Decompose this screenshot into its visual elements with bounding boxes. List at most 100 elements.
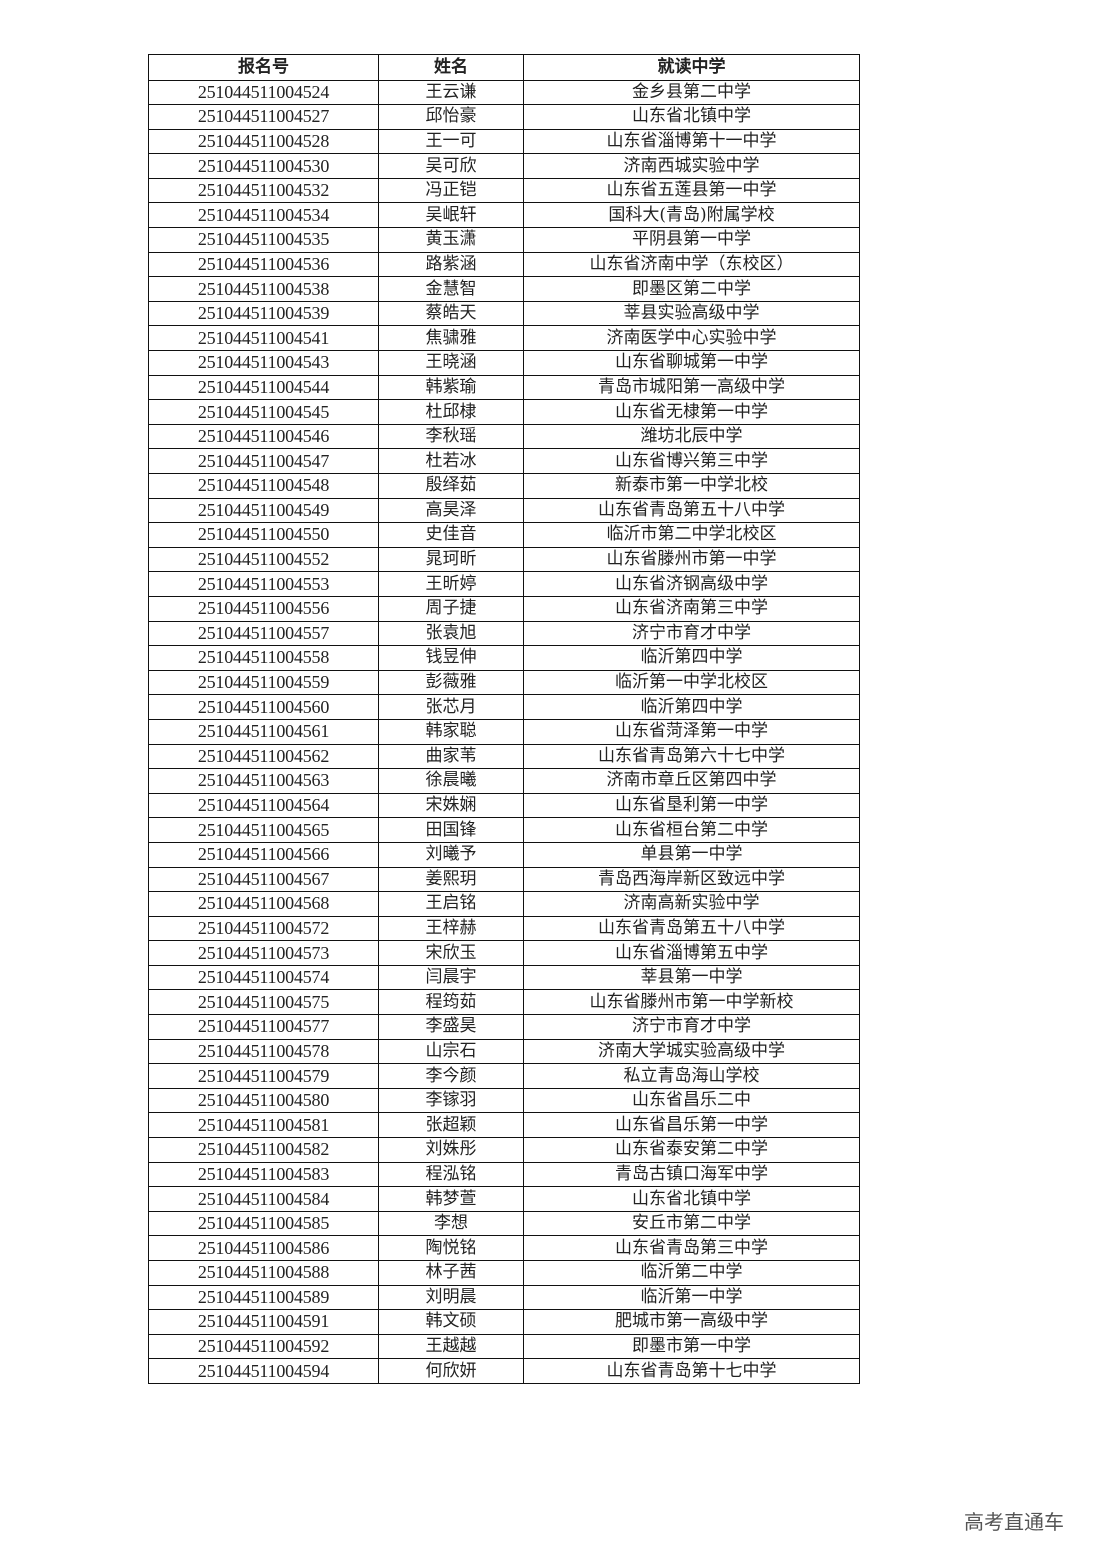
name-cell: 李秋瑶: [378, 423, 524, 450]
table-row: 251044511004588 林子茜 临沂第二中学: [148, 1260, 860, 1286]
registration-number-cell: 251044511004578: [148, 1038, 379, 1065]
name-cell: 杜邱棣: [378, 399, 524, 425]
registration-number-cell: 251044511004560: [148, 694, 379, 720]
registration-number-cell: 251044511004536: [148, 251, 379, 278]
name-cell: 周子捷: [378, 595, 524, 622]
school-cell: 山东省五莲县第一中学: [523, 177, 860, 204]
name-cell: 张芯月: [378, 694, 524, 720]
registration-number-cell: 251044511004544: [148, 374, 379, 401]
name-cell: 田国锋: [378, 817, 524, 843]
table-row: 251044511004558 钱昱伸 临沂第四中学: [148, 645, 860, 671]
table-row: 251044511004564 宋姝娴 山东省垦利第一中学: [148, 792, 860, 819]
school-cell: 即墨区第二中学: [523, 276, 860, 302]
school-cell: 即墨市第一中学: [523, 1333, 860, 1360]
table-row: 251044511004589 刘明晨 临沂第一中学: [148, 1284, 860, 1311]
registration-number-cell: 251044511004552: [148, 546, 379, 573]
table-row: 251044511004581 张超颖 山东省昌乐第一中学: [148, 1112, 860, 1139]
name-cell: 曲家苇: [378, 743, 524, 770]
table-row: 251044511004539 蔡皓天 莘县实验高级中学: [148, 300, 860, 327]
name-cell: 王晓涵: [378, 350, 524, 376]
registration-number-cell: 251044511004532: [148, 177, 379, 204]
registration-number-cell: 251044511004553: [148, 571, 379, 597]
name-cell: 晁珂昕: [378, 546, 524, 573]
registration-number-cell: 251044511004558: [148, 645, 379, 671]
registration-number-cell: 251044511004588: [148, 1260, 379, 1286]
school-cell: 山东省青岛第三中学: [523, 1235, 860, 1261]
school-cell: 山东省聊城第一中学: [523, 350, 860, 376]
school-cell: 济南市章丘区第四中学: [523, 768, 860, 794]
school-cell: 山东省昌乐第一中学: [523, 1112, 860, 1139]
name-cell: 李镓羽: [378, 1087, 524, 1114]
name-cell: 金慧智: [378, 276, 524, 302]
registration-number-cell: 251044511004594: [148, 1358, 379, 1384]
table-row: 251044511004573 宋欣玉 山东省淄博第五中学: [148, 940, 860, 966]
table-row: 251044511004559 彭薇雅 临沂第一中学北校区: [148, 669, 860, 696]
table-row: 251044511004562 曲家苇 山东省青岛第六十七中学: [148, 743, 860, 770]
registration-number-cell: 251044511004591: [148, 1309, 379, 1335]
header-name: 姓名: [378, 54, 524, 81]
name-cell: 钱昱伸: [378, 645, 524, 671]
name-cell: 刘曦予: [378, 841, 524, 868]
name-cell: 徐晨曦: [378, 768, 524, 794]
table-row: 251044511004566 刘曦予 单县第一中学: [148, 841, 860, 868]
table-row: 251044511004585 李想 安丘市第二中学: [148, 1210, 860, 1237]
table-row: 251044511004560 张芯月 临沂第四中学: [148, 694, 860, 720]
table-row: 251044511004548 殷绎茹 新泰市第一中学北校: [148, 473, 860, 499]
school-cell: 临沂市第二中学北校区: [523, 522, 860, 548]
name-cell: 山宗石: [378, 1038, 524, 1065]
registration-number-cell: 251044511004565: [148, 817, 379, 843]
registration-number-cell: 251044511004577: [148, 1014, 379, 1040]
school-cell: 临沂第四中学: [523, 694, 860, 720]
header-school: 就读中学: [523, 54, 860, 81]
school-cell: 莘县第一中学: [523, 964, 860, 991]
name-cell: 韩文硕: [378, 1309, 524, 1335]
school-cell: 临沂第一中学: [523, 1284, 860, 1311]
name-cell: 蔡皓天: [378, 300, 524, 327]
name-cell: 程筠茹: [378, 989, 524, 1016]
registration-number-cell: 251044511004580: [148, 1087, 379, 1114]
table-row: 251044511004583 程泓铭 青岛古镇口海军中学: [148, 1161, 860, 1188]
registration-number-cell: 251044511004564: [148, 792, 379, 819]
name-cell: 闫晨宇: [378, 964, 524, 991]
registration-number-cell: 251044511004574: [148, 964, 379, 991]
registration-number-cell: 251044511004559: [148, 669, 379, 696]
school-cell: 济宁市育才中学: [523, 1014, 860, 1040]
table-row: 251044511004563 徐晨曦 济南市章丘区第四中学: [148, 768, 860, 794]
registration-number-cell: 251044511004581: [148, 1112, 379, 1139]
table-row: 251044511004527 邱怡豪 山东省北镇中学: [148, 104, 860, 130]
school-cell: 私立青岛海山学校: [523, 1063, 860, 1089]
registration-number-cell: 251044511004575: [148, 989, 379, 1016]
school-cell: 新泰市第一中学北校: [523, 473, 860, 499]
school-cell: 潍坊北辰中学: [523, 423, 860, 450]
table-row: 251044511004532 冯正铠 山东省五莲县第一中学: [148, 177, 860, 204]
table-row: 251044511004561 韩家聪 山东省菏泽第一中学: [148, 718, 860, 745]
registration-number-cell: 251044511004586: [148, 1235, 379, 1261]
name-cell: 李盛昊: [378, 1014, 524, 1040]
school-cell: 临沂第二中学: [523, 1260, 860, 1286]
registration-table: 报名号 姓名 就读中学 251044511004524 王云谦 金乡县第二中学 251…: [148, 54, 860, 1384]
school-cell: 山东省无棣第一中学: [523, 399, 860, 425]
name-cell: 张袁旭: [378, 620, 524, 647]
name-cell: 陶悦铭: [378, 1235, 524, 1261]
table-row: 251044511004579 李今颜 私立青岛海山学校: [148, 1063, 860, 1089]
name-cell: 李今颜: [378, 1063, 524, 1089]
name-cell: 王越越: [378, 1333, 524, 1360]
name-cell: 韩家聪: [378, 718, 524, 745]
school-cell: 临沂第一中学北校区: [523, 669, 860, 696]
name-cell: 焦骕雅: [378, 325, 524, 352]
school-cell: 山东省青岛第五十八中学: [523, 497, 860, 524]
school-cell: 平阴县第一中学: [523, 227, 860, 253]
table-row: 251044511004577 李盛昊 济宁市育才中学: [148, 1014, 860, 1040]
school-cell: 青岛古镇口海军中学: [523, 1161, 860, 1188]
name-cell: 韩紫瑜: [378, 374, 524, 401]
school-cell: 山东省北镇中学: [523, 104, 860, 130]
name-cell: 史佳音: [378, 522, 524, 548]
registration-number-cell: 251044511004563: [148, 768, 379, 794]
name-cell: 韩梦萱: [378, 1186, 524, 1212]
registration-number-cell: 251044511004538: [148, 276, 379, 302]
registration-number-cell: 251044511004583: [148, 1161, 379, 1188]
school-cell: 山东省济南第三中学: [523, 595, 860, 622]
registration-number-cell: 251044511004530: [148, 153, 379, 179]
registration-number-cell: 251044511004549: [148, 497, 379, 524]
registration-number-cell: 251044511004584: [148, 1186, 379, 1212]
